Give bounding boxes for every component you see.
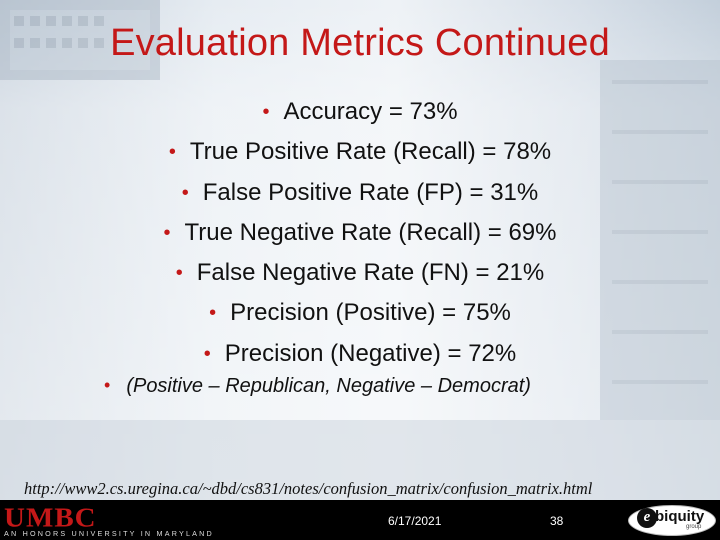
- metric-precision-negative: Precision (Negative) = 72%: [224, 339, 517, 367]
- bullet-icon: •: [203, 342, 211, 365]
- slide-date: 6/17/2021: [388, 514, 442, 528]
- list-item: • False Negative Rate (FN) = 21%: [0, 253, 720, 293]
- slide-number: 38: [550, 514, 564, 528]
- umbc-logo: UMBC: [4, 502, 97, 534]
- bullet-icon: •: [262, 101, 270, 123]
- list-item: • True Negative Rate (Recall) = 69%: [0, 213, 720, 253]
- bullet-icon: •: [104, 375, 111, 395]
- list-item: • Precision (Positive) = 75%: [0, 293, 720, 333]
- building-background-image: [0, 0, 720, 500]
- logo-e-mark: e: [637, 508, 657, 528]
- metrics-list: • Accuracy = 73% • True Positive Rate (Rec…: [0, 92, 720, 374]
- source-url: http://www2.cs.uregina.ca/~dbd/cs831/not…: [24, 479, 593, 498]
- metric-true-positive-rate: True Positive Rate (Recall) = 78%: [189, 138, 552, 166]
- bullet-icon: •: [175, 262, 183, 285]
- umbc-tagline: AN HONORS UNIVERSITY IN MARYLAND: [4, 529, 214, 538]
- list-item: • True Positive Rate (Recall) = 78%: [0, 132, 720, 172]
- note-text: (Positive – Republican, Negative – Democ…: [126, 375, 531, 397]
- logo-wordmark: biquity: [655, 508, 705, 525]
- ebiquity-logo: e biquity group: [628, 505, 716, 536]
- bullet-icon: •: [163, 221, 171, 244]
- list-item: • False Positive Rate (FP) = 31%: [0, 173, 720, 213]
- metric-false-negative-rate: False Negative Rate (FN) = 21%: [196, 259, 545, 287]
- list-item: • Precision (Negative) = 72%: [0, 334, 720, 374]
- metric-accuracy: Accuracy = 73%: [283, 98, 458, 125]
- metric-precision-positive: Precision (Positive) = 75%: [230, 299, 511, 327]
- footer-bar: UMBC AN HONORS UNIVERSITY IN MARYLAND 6/…: [0, 500, 720, 540]
- list-item: • Accuracy = 73%: [0, 92, 720, 132]
- class-legend-note: • (Positive – Republican, Negative – Demo…: [104, 375, 531, 398]
- bullet-icon: •: [181, 181, 189, 204]
- bullet-icon: •: [209, 302, 217, 325]
- slide-title: Evaluation Metrics Continued: [110, 22, 610, 64]
- metric-false-positive-rate: False Positive Rate (FP) = 31%: [202, 178, 539, 206]
- bullet-icon: •: [168, 141, 176, 164]
- metric-true-negative-rate: True Negative Rate (Recall) = 69%: [184, 218, 557, 246]
- logo-subword: group: [686, 524, 702, 530]
